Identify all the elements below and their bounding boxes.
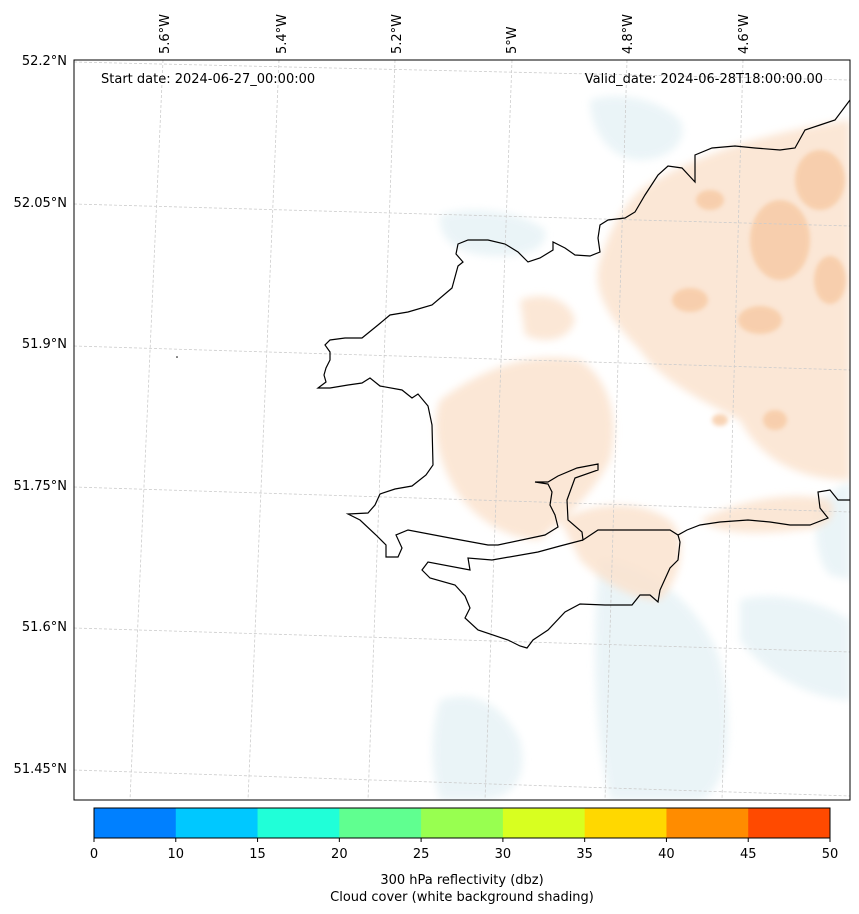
lat-label-52-05n: 52.05°N [14, 196, 67, 211]
colorbar-tick-label: 35 [576, 847, 593, 862]
lat-label-51-45n: 51.45°N [14, 762, 67, 777]
colorbar-border [93, 807, 831, 839]
colorbar-segment [502, 808, 586, 838]
reflectivity-shading [432, 96, 850, 800]
gridlines [74, 60, 850, 800]
lon-label-5-4w: 5.4°W [275, 14, 290, 54]
map-frame [73, 59, 851, 801]
lon-label-5-2w: 5.2°W [390, 14, 405, 54]
colorbar-tick-label: 45 [740, 847, 757, 862]
colorbar-segment [584, 808, 667, 838]
coastline [316, 99, 850, 649]
island-marker [176, 356, 178, 358]
colorbar-tick-label: 40 [658, 847, 675, 862]
colorbar-sublabel: Cloud cover (white background shading) [330, 890, 594, 905]
colorbar-tick-label: 25 [413, 847, 430, 862]
colorbar-tick-label: 50 [822, 847, 839, 862]
latitude-labels: 52.2°N 52.05°N 51.9°N 51.75°N 51.6°N 51.… [14, 54, 67, 777]
lon-label-5w: 5°W [505, 26, 520, 54]
colorbar-tick-label: 20 [331, 847, 348, 862]
lat-label-51-75n: 51.75°N [14, 479, 67, 494]
colorbar: 0 10 15 20 25 30 35 40 45 50 [90, 807, 839, 862]
colorbar-label: 300 hPa reflectivity (dbz) [380, 873, 543, 888]
colorbar-tick-label: 0 [90, 847, 98, 862]
lat-label-51-6n: 51.6°N [22, 620, 67, 635]
longitude-labels: 5.6°W 5.4°W 5.2°W 5°W 4.8°W 4.6°W [158, 14, 752, 54]
colorbar-segment [257, 808, 340, 838]
start-date-label: Start date: 2024-06-27_00:00:00 [101, 72, 315, 87]
colorbar-tick-label: 15 [249, 847, 266, 862]
colorbar-tick-label: 10 [168, 847, 185, 862]
lon-label-4-8w: 4.8°W [621, 14, 636, 54]
lat-label-51-9n: 51.9°N [22, 337, 67, 352]
lat-label-52-2n: 52.2°N [22, 54, 67, 69]
colorbar-segment [94, 808, 177, 838]
colorbar-segment [748, 808, 831, 838]
colorbar-segment [339, 808, 422, 838]
colorbar-tick-label: 30 [495, 847, 512, 862]
colorbar-segment [421, 808, 504, 838]
valid-date-label: Valid_date: 2024-06-28T18:00:00.00 [585, 72, 823, 87]
lon-label-4-6w: 4.6°W [737, 14, 752, 54]
lon-label-5-6w: 5.6°W [158, 14, 173, 54]
colorbar-segment [666, 808, 749, 838]
colorbar-segment [175, 808, 259, 838]
